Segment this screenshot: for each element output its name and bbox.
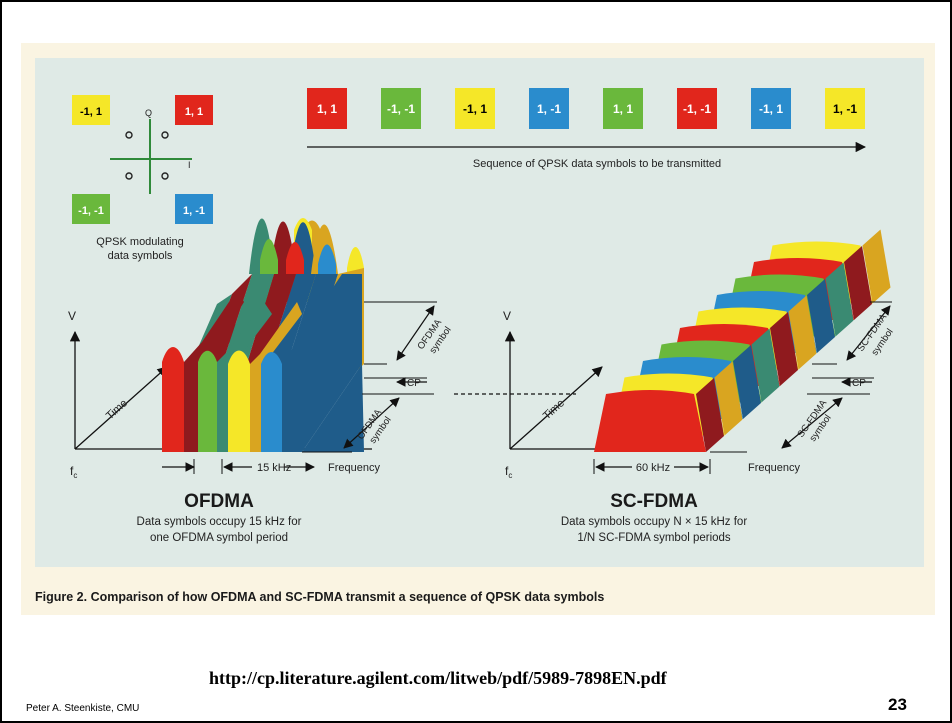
scfdma-bandwidth-label: 60 kHz [636, 462, 670, 474]
sequence-symbol-label: 1, 1 [613, 102, 633, 116]
comparison-diagram: -1, 1 1, 1 -1, -1 1, -1 Q [68, 88, 896, 544]
scfdma-desc-line2: 1/N SC-FDMA symbol periods [577, 532, 731, 544]
page-number: 23 [888, 695, 907, 714]
sequence-arrow-label: Sequence of QPSK data symbols to be tran… [473, 158, 721, 170]
qpsk-legend: -1, 1 1, 1 -1, -1 1, -1 Q [72, 95, 213, 262]
scfdma-slab [594, 378, 724, 452]
qpsk-symbol-tl: -1, 1 [72, 95, 110, 125]
sequence-symbol: 1, -1 [529, 88, 569, 129]
constellation: Q I [110, 108, 192, 194]
scfdma-cp-label: CP [852, 378, 866, 389]
sequence-symbol-label: 1, 1 [317, 102, 337, 116]
sequence-symbol: 1, -1 [825, 88, 865, 129]
scfdma-frequency-label: Frequency [748, 462, 800, 474]
sequence-symbol-label: -1, 1 [759, 102, 783, 116]
ofdma-diagram: V Time fc [68, 218, 454, 544]
qpsk-caption-line2: data symbols [108, 250, 173, 262]
sequence-symbol: -1, 1 [455, 88, 495, 129]
sequence-symbol: 1, 1 [307, 88, 347, 129]
scfdma-desc-line1: Data symbols occupy N × 15 kHz for [561, 516, 747, 528]
sequence-symbol-label: -1, -1 [683, 102, 711, 116]
sequence-symbol: -1, 1 [751, 88, 791, 129]
ofdma-v-label: V [68, 309, 76, 323]
svg-text:-1, 1: -1, 1 [80, 106, 102, 118]
svg-text:I: I [188, 160, 191, 170]
ofdma-fc-label: fc [70, 464, 77, 480]
ofdma-frequency-label: Frequency [328, 462, 380, 474]
sequence-symbol-label: 1, -1 [537, 102, 561, 116]
scfdma-fc-label: fc [505, 464, 512, 480]
scfdma-title: SC-FDMA [610, 491, 698, 512]
sequence-symbol-label: -1, -1 [387, 102, 415, 116]
sequence-symbol-label: 1, -1 [833, 102, 857, 116]
scfdma-symbol-stack [594, 229, 891, 452]
ofdma-title: OFDMA [184, 491, 254, 512]
sequence-symbol: -1, -1 [381, 88, 421, 129]
qpsk-caption-line1: QPSK modulating [96, 236, 183, 248]
svg-text:Q: Q [145, 108, 152, 118]
sequence-symbol: 1, 1 [603, 88, 643, 129]
sequence-symbol-label: -1, 1 [463, 102, 487, 116]
qpsk-symbol-tr: 1, 1 [175, 95, 213, 125]
ofdma-desc-line2: one OFDMA symbol period [150, 532, 288, 544]
ofdma-time-label: Time [104, 397, 130, 422]
sequence-symbol: -1, -1 [677, 88, 717, 129]
author-footer: Peter A. Steenkiste, CMU [26, 703, 140, 714]
ofdma-bandwidth-label: 15 kHz [257, 462, 291, 474]
svg-text:1, -1: 1, -1 [183, 205, 205, 217]
ofdma-desc-line1: Data symbols occupy 15 kHz for [137, 516, 302, 528]
source-url[interactable]: http://cp.literature.agilent.com/litweb/… [209, 668, 667, 688]
ofdma-front-row [162, 274, 364, 452]
qpsk-symbol-bl: -1, -1 [72, 194, 110, 224]
ofdma-cp-label: CP [407, 378, 421, 389]
scfdma-v-label: V [503, 309, 511, 323]
scfdma-diagram: V Time fc 60 kHz Frequency SC-FDMA symbo… [503, 229, 896, 544]
qpsk-symbol-br: 1, -1 [175, 194, 213, 224]
svg-text:1, 1: 1, 1 [185, 106, 203, 118]
symbol-sequence: 1, 1 -1, -1 -1, 1 1, -1 1, 1 -1, -1 -1, 1 1, -1… [307, 88, 867, 170]
figure-caption: Figure 2. Comparison of how OFDMA and SC… [35, 590, 605, 604]
svg-text:-1, -1: -1, -1 [78, 205, 104, 217]
